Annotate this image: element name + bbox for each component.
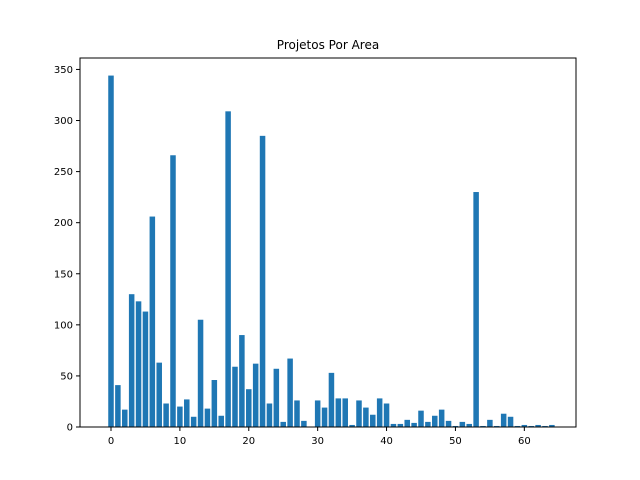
bar-8 bbox=[163, 403, 169, 427]
bar-35 bbox=[349, 424, 355, 427]
bar-52 bbox=[466, 423, 472, 427]
bar-13 bbox=[197, 319, 204, 427]
bar-64 bbox=[549, 424, 555, 427]
chart-title: Projetos Por Area bbox=[277, 38, 379, 52]
bar-41 bbox=[390, 423, 397, 427]
bar-4 bbox=[135, 301, 142, 427]
bar-60 bbox=[521, 424, 528, 427]
bar-58 bbox=[507, 416, 514, 427]
bar-24 bbox=[273, 368, 280, 427]
bar-46 bbox=[425, 421, 431, 427]
bar-34 bbox=[342, 398, 348, 427]
bar-56 bbox=[494, 425, 500, 427]
bar-2 bbox=[122, 409, 128, 427]
bar-47 bbox=[432, 415, 438, 427]
y-tick-label: 200 bbox=[54, 218, 73, 229]
bar-23 bbox=[266, 403, 273, 427]
bar-30 bbox=[314, 400, 321, 427]
bar-15 bbox=[211, 380, 218, 427]
bar-31 bbox=[321, 407, 328, 427]
y-tick-label: 0 bbox=[67, 423, 73, 434]
bar-10 bbox=[177, 406, 183, 427]
bar-49 bbox=[445, 420, 452, 427]
bar-39 bbox=[376, 398, 383, 427]
x-tick-label: 60 bbox=[518, 436, 531, 447]
bar-9 bbox=[170, 155, 176, 427]
bar-0 bbox=[108, 75, 114, 427]
bar-59 bbox=[514, 425, 521, 427]
bar-61 bbox=[528, 425, 534, 427]
bar-7 bbox=[156, 362, 162, 427]
bar-53 bbox=[473, 192, 479, 427]
bar-44 bbox=[411, 422, 417, 427]
bar-19 bbox=[239, 335, 245, 427]
y-tick-label: 50 bbox=[60, 371, 73, 382]
bar-21 bbox=[252, 363, 259, 427]
bar-43 bbox=[404, 419, 410, 427]
y-tick-label: 150 bbox=[54, 269, 73, 280]
bars-group bbox=[108, 75, 555, 427]
bar-48 bbox=[438, 409, 445, 427]
bar-33 bbox=[335, 398, 342, 427]
bar-11 bbox=[184, 399, 190, 427]
bar-17 bbox=[225, 111, 231, 427]
y-tick-label: 300 bbox=[54, 116, 73, 127]
bar-1 bbox=[115, 385, 121, 427]
bar-12 bbox=[190, 416, 197, 427]
bar-14 bbox=[204, 408, 211, 427]
bar-63 bbox=[542, 425, 548, 427]
bar-3 bbox=[128, 294, 135, 427]
bar-38 bbox=[370, 414, 376, 427]
bar-22 bbox=[259, 135, 266, 427]
bar-62 bbox=[535, 424, 541, 427]
x-tick-label: 0 bbox=[108, 436, 114, 447]
bar-50 bbox=[452, 425, 459, 427]
x-tick-label: 40 bbox=[380, 436, 393, 447]
bar-55 bbox=[487, 419, 493, 427]
x-tick-label: 50 bbox=[449, 436, 462, 447]
y-tick-label: 250 bbox=[54, 167, 73, 178]
bar-16 bbox=[218, 415, 224, 427]
bar-32 bbox=[328, 372, 335, 427]
bar-37 bbox=[363, 407, 369, 427]
x-tick-label: 30 bbox=[311, 436, 324, 447]
y-axis-ticks: 0 50 100 150 200 250 300 350 bbox=[54, 65, 80, 434]
y-tick-label: 350 bbox=[54, 65, 73, 76]
bar-27 bbox=[294, 400, 300, 427]
axes-frame bbox=[79, 57, 577, 428]
x-tick-label: 10 bbox=[174, 436, 187, 447]
x-axis-ticks: 0 10 20 30 40 50 60 bbox=[108, 427, 531, 447]
bar-57 bbox=[500, 413, 507, 427]
bar-6 bbox=[149, 216, 156, 427]
x-tick-label: 20 bbox=[242, 436, 255, 447]
bar-26 bbox=[287, 358, 293, 427]
bar-25 bbox=[280, 421, 286, 427]
bar-54 bbox=[480, 425, 486, 427]
bar-45 bbox=[418, 410, 424, 427]
bar-42 bbox=[397, 423, 404, 427]
bar-18 bbox=[232, 366, 238, 427]
bar-20 bbox=[246, 389, 252, 427]
bar-51 bbox=[459, 421, 466, 427]
bar-40 bbox=[383, 403, 390, 427]
bar-5 bbox=[142, 311, 149, 427]
y-tick-label: 100 bbox=[54, 320, 73, 331]
bar-36 bbox=[356, 400, 362, 427]
bar-28 bbox=[301, 420, 307, 427]
